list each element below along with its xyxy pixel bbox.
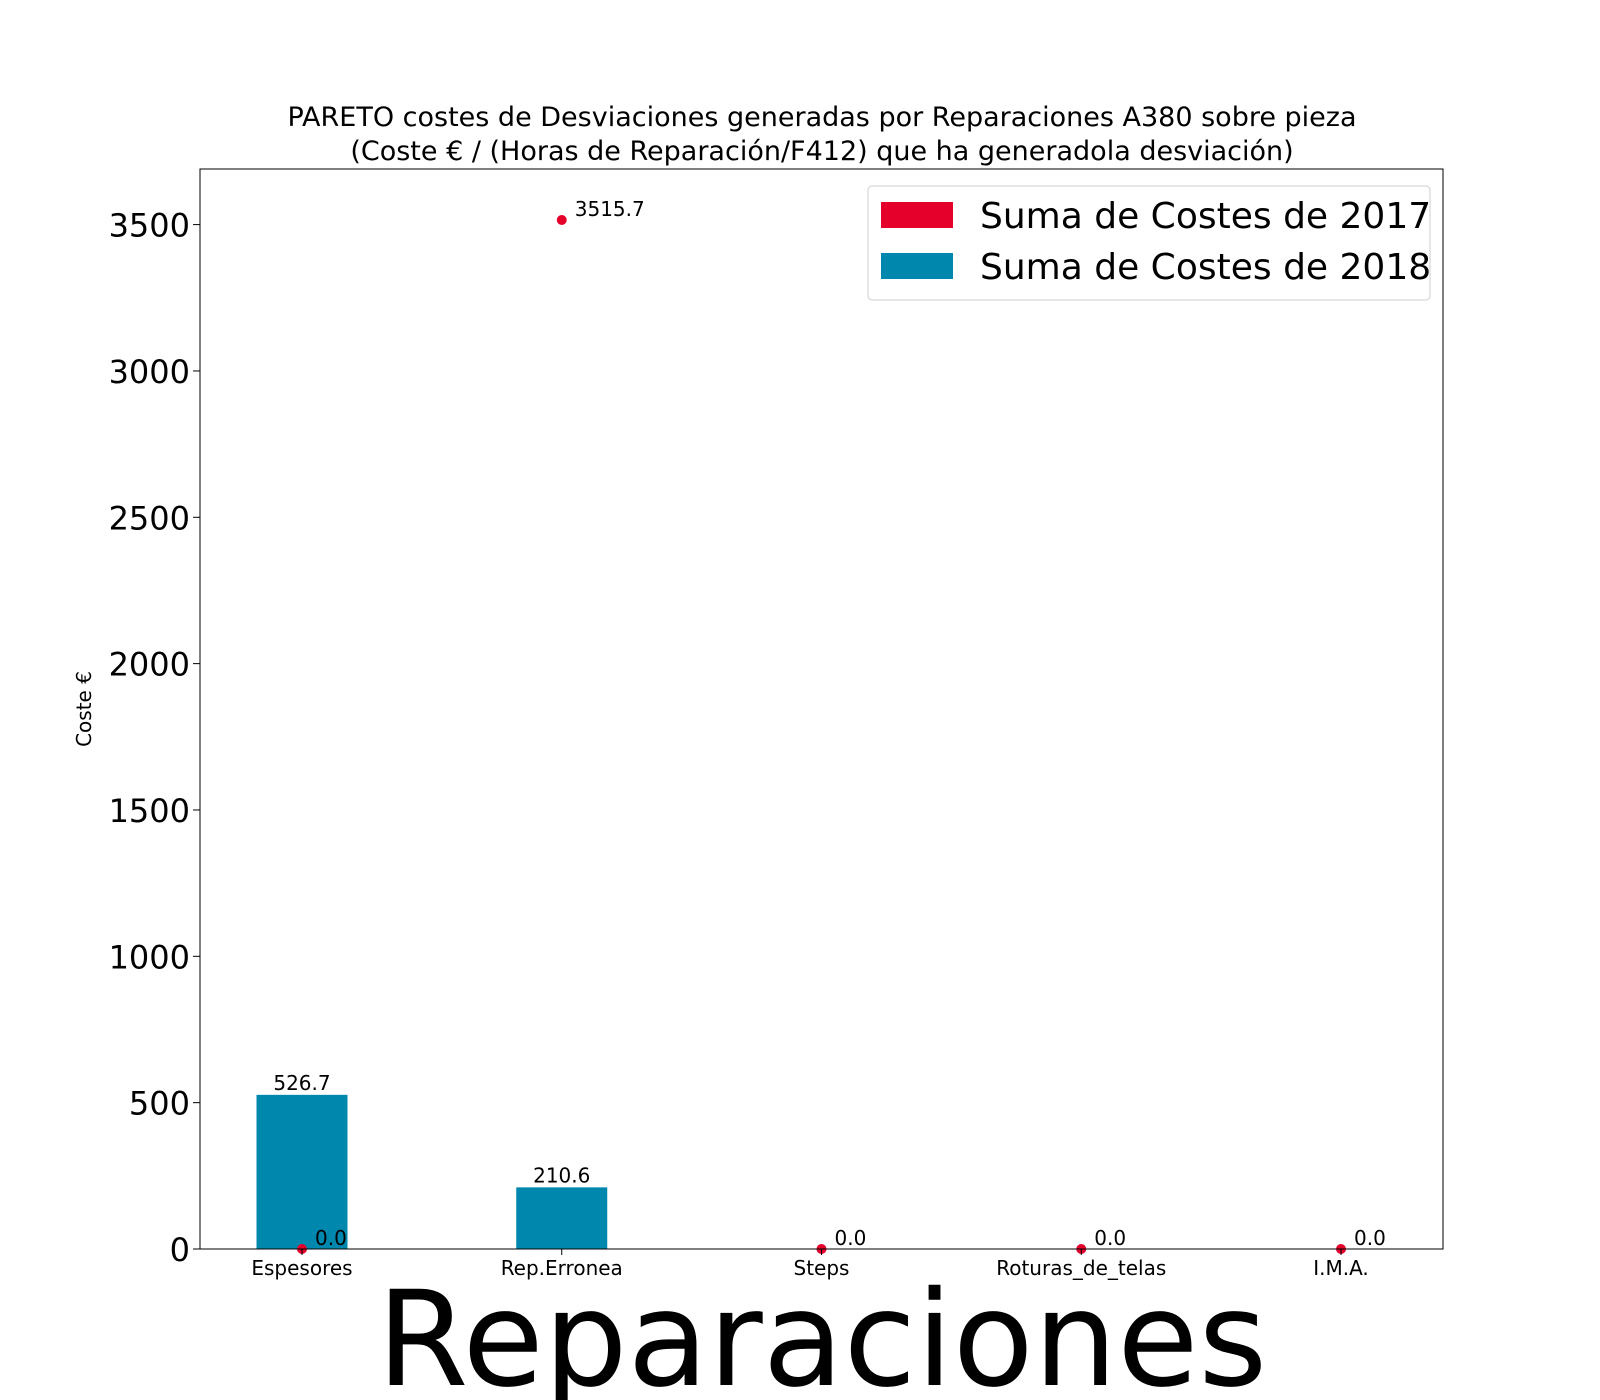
x-tick-label: Roturas_de_telas bbox=[996, 1256, 1166, 1280]
legend-box bbox=[867, 185, 1431, 301]
chart-title-line: (Coste € / (Horas de Reparación/F412) qu… bbox=[350, 136, 1293, 167]
legend: Suma de Costes de 2017 Suma de Costes de … bbox=[867, 185, 1431, 301]
x-axis-label: Reparaciones bbox=[377, 1263, 1267, 1400]
legend-swatch bbox=[881, 253, 953, 279]
plot-frame bbox=[199, 168, 1444, 1250]
x-tick-label: Rep.Erronea bbox=[501, 1256, 623, 1280]
y-tick-label: 3000 bbox=[109, 353, 190, 391]
legend-entry-label: Suma de Costes de 2017 bbox=[980, 196, 1431, 237]
x-tick-label: Steps bbox=[794, 1256, 850, 1280]
x-tick-label: I.M.A. bbox=[1313, 1256, 1369, 1280]
y-tick-label: 3500 bbox=[109, 207, 190, 245]
y-tick-label: 0 bbox=[170, 1231, 190, 1269]
bar-value-label: 526.7 bbox=[273, 1071, 330, 1095]
bar-value-label: 210.6 bbox=[533, 1163, 590, 1187]
chart-title: PARETO costes de Desviaciones generadas … bbox=[287, 102, 1356, 167]
bar-2018 bbox=[256, 1094, 348, 1249]
y-tick-label: 1500 bbox=[109, 792, 190, 830]
point-value-label: 0.0 bbox=[835, 1226, 867, 1250]
point-value-label: 3515.7 bbox=[575, 197, 645, 221]
y-tick-label: 500 bbox=[129, 1085, 190, 1123]
y-tick-label: 2500 bbox=[109, 499, 190, 537]
point-2017 bbox=[556, 215, 567, 226]
legend-swatch bbox=[881, 202, 953, 228]
x-tick-label: Espesores bbox=[251, 1256, 352, 1280]
chart-title-line: PARETO costes de Desviaciones generadas … bbox=[287, 102, 1356, 133]
y-tick-label: 2000 bbox=[109, 646, 190, 684]
point-value-label: 0.0 bbox=[1354, 1226, 1386, 1250]
data-labels: 526.7 210.6 0.0 3515.7 0.0 0.0 0.0 bbox=[273, 197, 1385, 1250]
point-value-label: 0.0 bbox=[1094, 1226, 1126, 1250]
y-axis-label: Coste € bbox=[72, 671, 96, 747]
bar-2018 bbox=[516, 1187, 608, 1249]
point-value-label: 0.0 bbox=[315, 1226, 347, 1250]
chart-marks bbox=[256, 215, 1346, 1254]
legend-entry-label: Suma de Costes de 2018 bbox=[980, 247, 1431, 288]
x-axis: Espesores Rep.Erronea Steps Roturas_de_tela… bbox=[251, 1249, 1369, 1280]
y-axis: 0 500 1000 1500 2000 2500 3000 3500 bbox=[109, 207, 200, 1269]
y-tick-label: 1000 bbox=[109, 938, 190, 976]
